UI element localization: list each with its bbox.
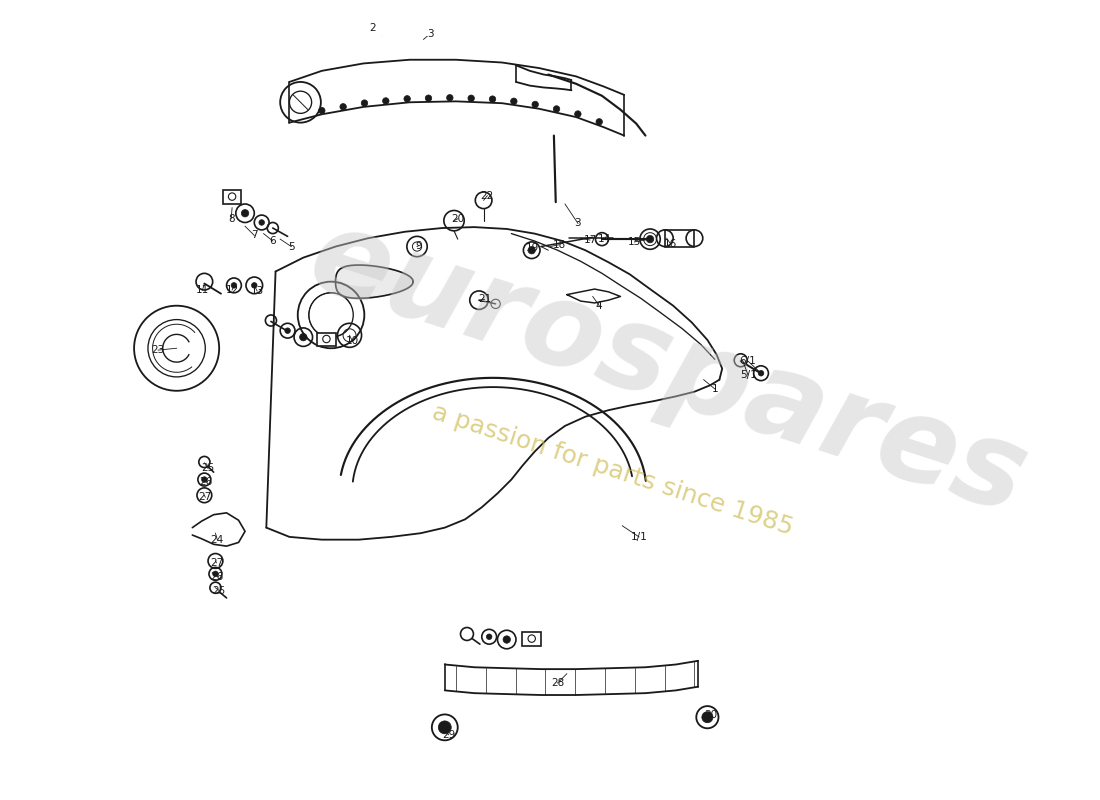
- Circle shape: [461, 627, 473, 641]
- Text: 17: 17: [583, 235, 596, 245]
- Bar: [223, 190, 241, 204]
- Text: 14: 14: [598, 234, 612, 244]
- Circle shape: [574, 110, 581, 118]
- Circle shape: [468, 95, 474, 102]
- Text: 15: 15: [628, 237, 641, 247]
- Circle shape: [201, 477, 207, 482]
- Bar: [522, 632, 541, 646]
- Text: 11: 11: [196, 285, 209, 295]
- Text: 23: 23: [152, 345, 165, 355]
- Text: 3: 3: [574, 218, 581, 229]
- Text: 29: 29: [442, 730, 455, 740]
- Circle shape: [210, 582, 221, 594]
- Text: 7: 7: [251, 230, 257, 241]
- Circle shape: [490, 96, 496, 102]
- Text: 20: 20: [451, 214, 464, 224]
- Circle shape: [212, 571, 218, 577]
- Text: 19: 19: [526, 243, 539, 254]
- Circle shape: [404, 95, 410, 102]
- Text: eurospares: eurospares: [296, 198, 1042, 538]
- Circle shape: [258, 220, 264, 226]
- Text: 16: 16: [663, 238, 676, 249]
- Text: 27: 27: [199, 492, 212, 502]
- Circle shape: [532, 102, 538, 108]
- Text: 12: 12: [226, 285, 239, 295]
- Circle shape: [702, 712, 713, 722]
- Text: 25: 25: [212, 586, 226, 595]
- Circle shape: [528, 246, 536, 254]
- Circle shape: [252, 282, 257, 288]
- Text: 21: 21: [477, 294, 492, 304]
- Text: 1: 1: [712, 384, 718, 394]
- Circle shape: [510, 98, 517, 105]
- Text: 8: 8: [228, 214, 234, 224]
- Circle shape: [299, 334, 307, 341]
- Text: 5: 5: [288, 242, 295, 251]
- Text: 27: 27: [210, 558, 223, 568]
- Text: 13: 13: [251, 286, 264, 296]
- Text: 6/1: 6/1: [739, 356, 757, 366]
- Text: 25: 25: [201, 463, 214, 474]
- Text: 3: 3: [427, 29, 433, 39]
- Circle shape: [596, 118, 603, 125]
- Circle shape: [231, 282, 236, 288]
- Text: 24: 24: [211, 534, 224, 545]
- Text: 18: 18: [553, 240, 566, 250]
- Circle shape: [199, 457, 210, 467]
- Text: 10: 10: [345, 336, 359, 346]
- Text: 5/1: 5/1: [739, 370, 757, 380]
- Circle shape: [340, 103, 346, 110]
- Text: 30: 30: [704, 710, 717, 720]
- Text: 28: 28: [551, 678, 564, 688]
- Text: 22: 22: [481, 190, 494, 201]
- Text: 26: 26: [199, 478, 212, 487]
- Circle shape: [486, 634, 492, 639]
- Polygon shape: [336, 265, 414, 298]
- Circle shape: [503, 636, 510, 643]
- Text: 2: 2: [370, 23, 376, 34]
- Circle shape: [383, 98, 389, 104]
- Text: 26: 26: [211, 572, 224, 582]
- Circle shape: [438, 721, 451, 734]
- Circle shape: [285, 328, 290, 334]
- Circle shape: [241, 210, 249, 217]
- Circle shape: [319, 107, 324, 114]
- Circle shape: [426, 95, 431, 102]
- Circle shape: [553, 106, 560, 112]
- Text: 9: 9: [416, 241, 422, 250]
- Circle shape: [361, 100, 367, 106]
- Text: 6: 6: [270, 236, 276, 246]
- Bar: [664, 230, 694, 246]
- Text: 4: 4: [596, 301, 603, 310]
- Text: a passion for parts since 1985: a passion for parts since 1985: [429, 401, 796, 540]
- Circle shape: [647, 235, 653, 243]
- Bar: [317, 333, 336, 346]
- Circle shape: [758, 370, 763, 376]
- Circle shape: [447, 94, 453, 101]
- Text: 1/1: 1/1: [630, 532, 647, 542]
